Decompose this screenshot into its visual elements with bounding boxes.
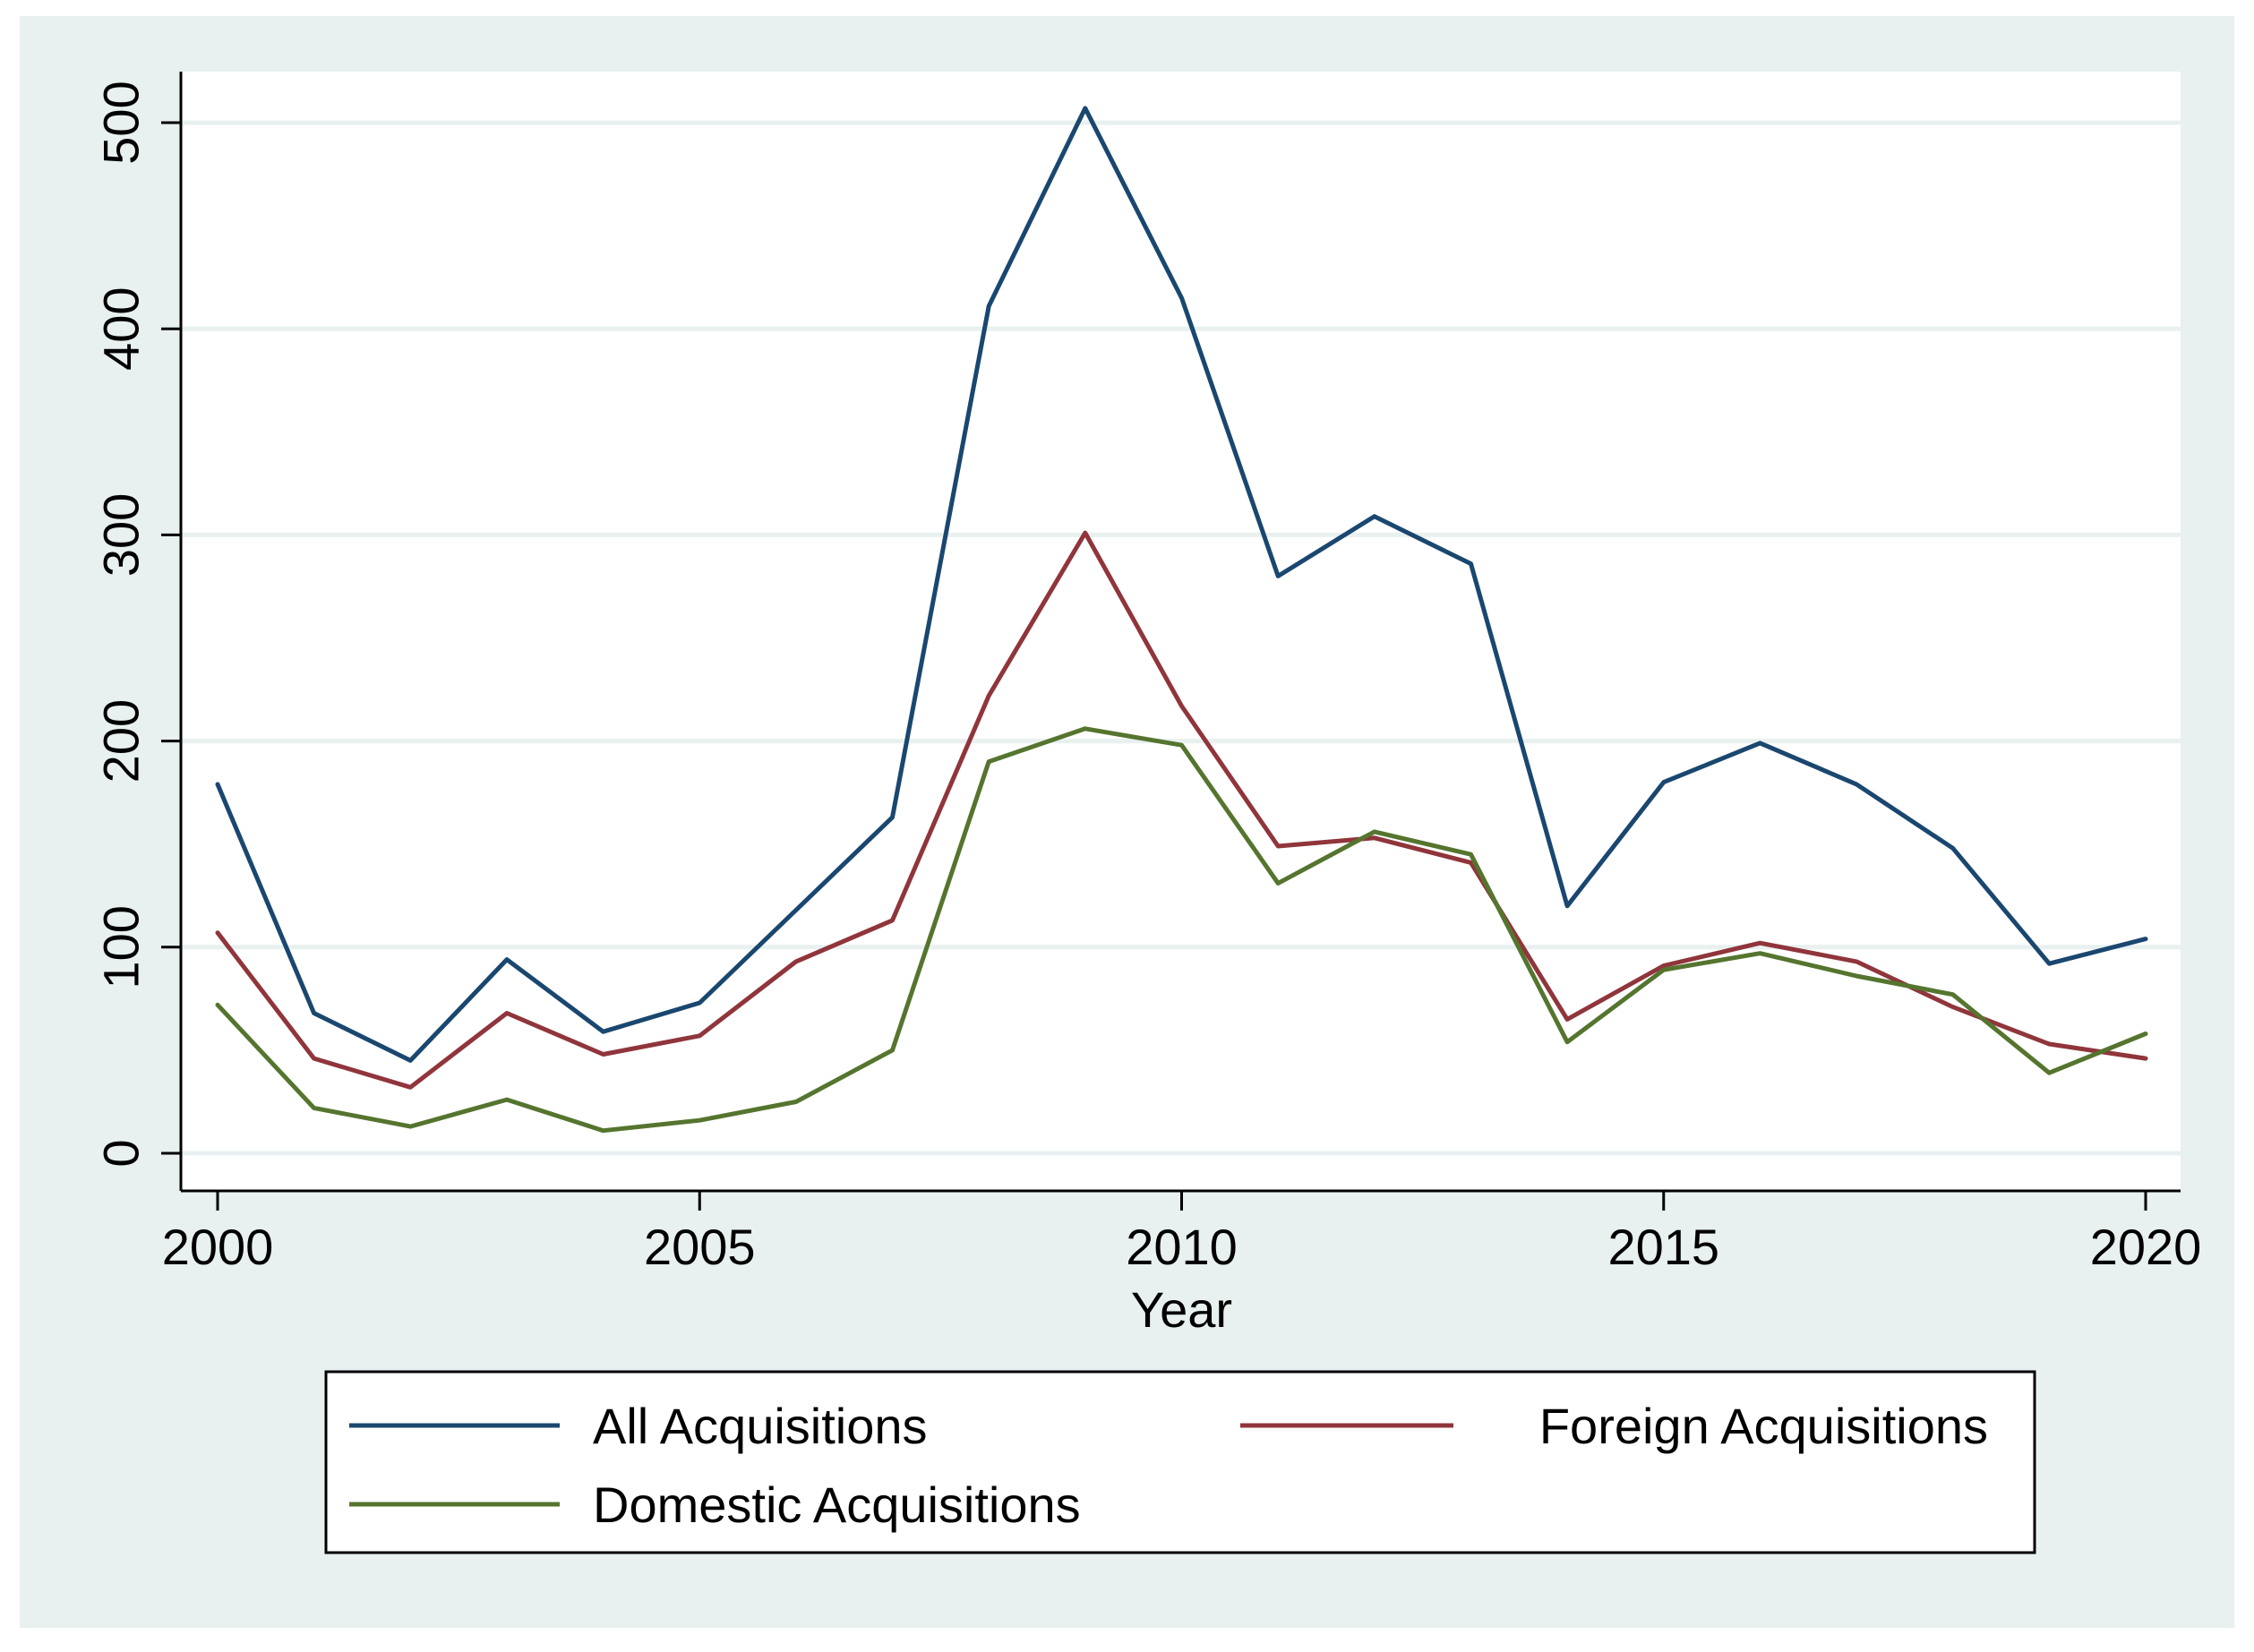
- legend-label-foreign-acquisitions: Foreign Acquisitions: [1539, 1398, 1988, 1454]
- y-tick-label-200: 200: [93, 699, 150, 783]
- legend-label-all-acquisitions: All Acquisitions: [593, 1398, 928, 1454]
- series-line-all-acquisitions: [215, 106, 2148, 1063]
- plot-area: [181, 72, 2181, 1191]
- x-tick-label-2020: 2020: [2090, 1219, 2202, 1275]
- x-axis-title: Year: [1131, 1281, 1232, 1338]
- legend: All Acquisitions Foreign Acquisitions Do…: [324, 1370, 2036, 1554]
- series-lines: [215, 106, 2148, 1134]
- legend-box: [324, 1370, 2036, 1554]
- y-tick-label-300: 300: [93, 493, 150, 577]
- x-tick-label-2005: 2005: [644, 1219, 756, 1275]
- series-line-domestic-acquisitions: [215, 726, 2148, 1134]
- gridlines: [181, 120, 2181, 1156]
- x-tick-label-2015: 2015: [1607, 1219, 1719, 1275]
- legend-label-domestic-acquisitions: Domestic Acquisitions: [593, 1477, 1081, 1533]
- ticks: 0 100 200 300 400 500 2000 2005 2010 2015 2020: [93, 81, 2202, 1275]
- y-tick-label-0: 0: [93, 1139, 150, 1167]
- series-line-foreign-acquisitions: [215, 530, 2148, 1090]
- y-tick-label-500: 500: [93, 81, 150, 164]
- x-tick-label-2000: 2000: [162, 1219, 274, 1275]
- y-tick-label-400: 400: [93, 287, 150, 370]
- x-tick-label-2010: 2010: [1126, 1219, 1238, 1275]
- y-tick-label-100: 100: [93, 905, 150, 989]
